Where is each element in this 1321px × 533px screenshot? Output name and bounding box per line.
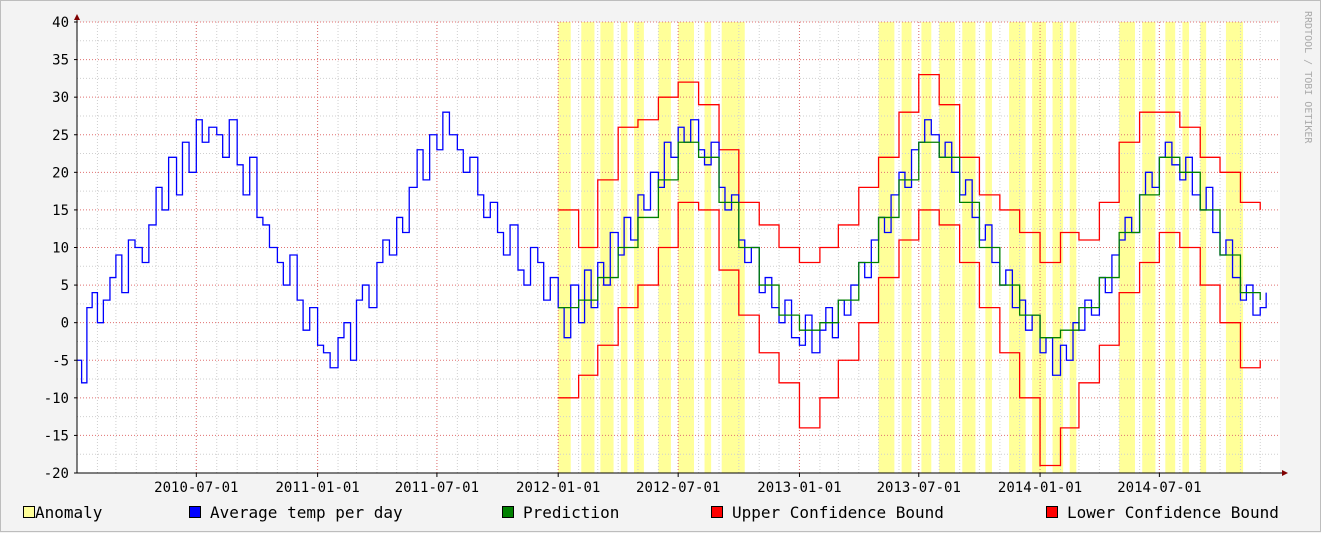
x-axis-arrow <box>1282 470 1288 476</box>
legend-swatch-upper-bound <box>711 506 723 518</box>
legend-label-upper-bound: Upper Confidence Bound <box>732 502 944 522</box>
legend-swatch-prediction <box>502 506 514 518</box>
y-tick-label: 35 <box>52 53 69 69</box>
anomaly-band <box>721 22 745 473</box>
y-tick-label: 20 <box>52 165 69 181</box>
x-tick-label: 2011-07-01 <box>395 480 479 496</box>
legend-item-prediction: Prediction <box>502 502 619 522</box>
legend-label-anomaly: Anomaly <box>35 502 103 522</box>
y-tick-label: 30 <box>52 90 69 106</box>
x-tick-label: 2014-01-01 <box>998 480 1082 496</box>
x-tick-label: 2012-07-01 <box>636 480 720 496</box>
y-tick-label: 25 <box>52 128 69 144</box>
legend-label-average: Average temp per day <box>210 502 403 522</box>
legend-item-lower-bound: Lower Confidence Bound <box>1046 502 1279 522</box>
anomaly-band <box>1009 22 1026 473</box>
y-tick-label: -15 <box>44 428 69 444</box>
anomaly-band <box>1052 22 1064 473</box>
x-tick-label: 2011-01-01 <box>275 480 359 496</box>
anomaly-band <box>878 22 895 473</box>
legend-item-average: Average temp per day <box>189 502 403 522</box>
y-tick-label: 15 <box>52 203 69 219</box>
anomaly-band <box>600 22 614 473</box>
chart-legend: Anomaly Average temp per day Prediction … <box>1 502 1321 524</box>
watermark-text: RRDTOOL / TOBI OETIKER <box>1302 11 1313 144</box>
legend-item-upper-bound: Upper Confidence Bound <box>711 502 944 522</box>
watermark: RRDTOOL / TOBI OETIKER <box>1302 11 1313 144</box>
legend-label-lower-bound: Lower Confidence Bound <box>1067 502 1279 522</box>
legend-swatch-anomaly <box>23 506 35 518</box>
y-tick-label: 0 <box>61 316 69 332</box>
y-tick-label: -10 <box>44 391 69 407</box>
series-line-average-temp-per-day <box>77 111 1267 384</box>
x-tick-label: 2013-07-01 <box>877 480 961 496</box>
legend-item-anomaly: Anomaly <box>23 502 102 522</box>
anomaly-band <box>1165 22 1176 473</box>
series-line-upper-confidence-bound <box>558 73 1261 264</box>
legend-swatch-average <box>189 506 201 518</box>
x-tick-label: 2010-07-01 <box>154 480 238 496</box>
y-axis-arrow <box>74 14 80 20</box>
y-tick-label: -20 <box>44 466 69 482</box>
legend-label-prediction: Prediction <box>523 502 620 522</box>
x-tick-label: 2014-07-01 <box>1117 480 1201 496</box>
x-tick-label: 2012-01-01 <box>516 480 600 496</box>
x-tick-label: 2013-01-01 <box>757 480 841 496</box>
y-tick-label: -5 <box>52 353 69 369</box>
series-line-lower-confidence-bound <box>558 201 1261 467</box>
anomaly-band <box>1200 22 1207 473</box>
anomaly-band <box>1032 22 1046 473</box>
legend-swatch-lower-bound <box>1046 506 1058 518</box>
y-tick-label: 5 <box>61 278 69 294</box>
y-tick-label: 10 <box>52 241 69 257</box>
anomaly-band <box>558 22 571 473</box>
series-line-prediction <box>558 141 1261 339</box>
y-tick-label: 40 <box>52 15 69 31</box>
anomaly-band <box>901 22 912 473</box>
